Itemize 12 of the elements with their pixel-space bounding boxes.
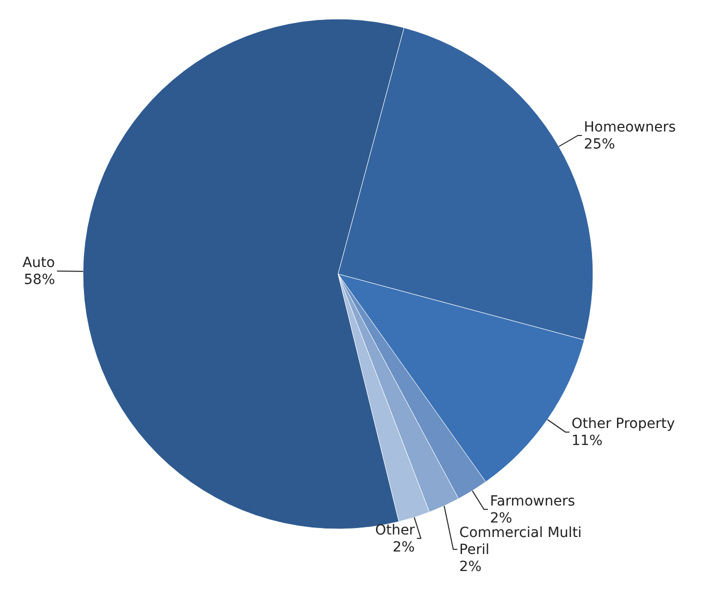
slice-label: Other Property (571, 416, 675, 432)
slice-label: Auto (22, 255, 56, 272)
slice-label: Farmowners (490, 493, 576, 510)
slice-label: Other (375, 522, 416, 538)
data-label: 2% (459, 558, 482, 575)
data-label: 2% (392, 539, 415, 556)
data-label: 2% (490, 510, 512, 526)
data-label: 25% (584, 136, 616, 152)
slice-label: Homeowners (584, 120, 676, 136)
data-label: 58% (24, 272, 56, 288)
data-label: 11% (571, 433, 603, 450)
slice-label: Commercial Multi Peril (459, 524, 582, 558)
